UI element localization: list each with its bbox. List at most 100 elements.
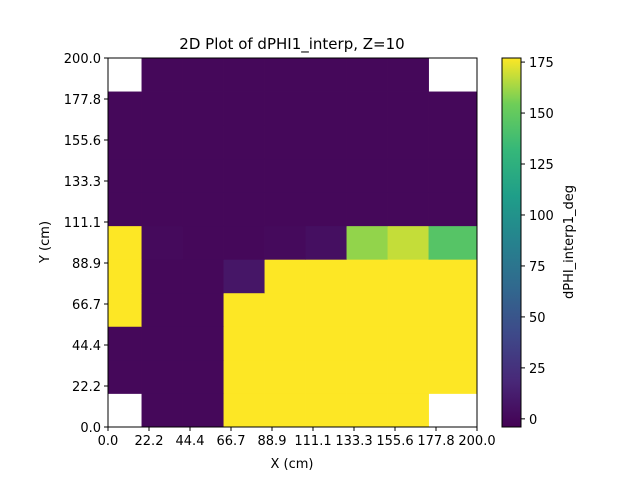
heatmap-cell (108, 292, 142, 327)
heatmap-cell (141, 58, 183, 92)
heatmap-cell (387, 326, 429, 361)
y-axis: 0.0 22.2 44.4 66.7 88.9 111.1 133.3 155.6 177.8 2… (64, 52, 108, 436)
heatmap-cell (346, 58, 388, 92)
heatmap-cell (305, 125, 347, 160)
heatmap-cell (141, 192, 183, 227)
heatmap-cell (141, 393, 183, 428)
heatmap-cell (182, 259, 224, 294)
colorbar-tick-label: 175 (529, 56, 554, 71)
x-tick-label: 66.7 (217, 434, 246, 449)
heatmap-cell (141, 91, 183, 126)
x-tick-label: 200.0 (458, 434, 495, 449)
heatmap-cell (182, 192, 224, 227)
heatmap-cell (264, 393, 306, 428)
x-tick-label: 111.1 (294, 434, 331, 449)
heatmap-cell (387, 192, 429, 227)
heatmap-cell (428, 359, 478, 394)
heatmap-cell (223, 359, 265, 394)
heatmap-cell (428, 158, 478, 193)
heatmap-cell (108, 359, 142, 394)
colorbar (501, 57, 522, 428)
y-tick-label: 133.3 (64, 175, 101, 190)
heatmap-cell (346, 192, 388, 227)
heatmap-cell (387, 58, 429, 92)
heatmap-cell (428, 91, 478, 126)
heatmap-cell (305, 359, 347, 394)
colorbar-tick-label: 75 (529, 260, 546, 275)
y-tick-label: 200.0 (64, 52, 101, 67)
heatmap-cell (387, 259, 429, 294)
heatmap-cell (346, 292, 388, 327)
heatmap-cells (108, 58, 478, 428)
x-tick-label: 155.6 (376, 434, 413, 449)
heatmap-cell (346, 359, 388, 394)
colorbar-axis: 0 25 50 75 100 125 150 175 (521, 56, 554, 428)
y-tick-label: 155.6 (64, 134, 101, 149)
heatmap-cell (387, 158, 429, 193)
x-tick-label: 177.8 (417, 434, 454, 449)
heatmap-cell (223, 125, 265, 160)
heatmap-cell (346, 91, 388, 126)
heatmap-cell (141, 225, 183, 260)
y-axis-title: Y (cm) (38, 221, 53, 264)
x-tick-label: 133.3 (335, 434, 372, 449)
heatmap-cell (141, 359, 183, 394)
heatmap-cell (428, 292, 478, 327)
heatmap-cell (223, 326, 265, 361)
heatmap-cell (305, 292, 347, 327)
chart-title: 2D Plot of dPHI1_interp, Z=10 (179, 35, 404, 54)
x-tick-label: 0.0 (98, 434, 119, 449)
heatmap-cell (108, 326, 142, 361)
heatmap-cell (387, 91, 429, 126)
heatmap-cell (346, 393, 388, 428)
heatmap-cell (428, 326, 478, 361)
heatmap-cell (141, 158, 183, 193)
heatmap-cell (264, 292, 306, 327)
colorbar-tick-label: 0 (529, 413, 537, 428)
heatmap-cell (387, 393, 429, 428)
heatmap-cell (264, 225, 306, 260)
heatmap-cell (223, 91, 265, 126)
heatmap-cell (182, 225, 224, 260)
heatmap-cell (264, 192, 306, 227)
x-tick-label: 44.4 (176, 434, 205, 449)
heatmap-cell (387, 125, 429, 160)
colorbar-title: dPHI_interp1_deg (562, 185, 577, 299)
heatmap-cell (387, 225, 429, 260)
y-tick-label: 0.0 (80, 421, 101, 436)
heatmap-cell (346, 326, 388, 361)
colorbar-tick-label: 125 (529, 158, 554, 173)
plot-frame (107, 57, 478, 428)
heatmap-cell (346, 225, 388, 260)
y-tick-label: 44.4 (72, 339, 101, 354)
heatmap-cell (141, 326, 183, 361)
heatmap-cell (182, 125, 224, 160)
heatmap-cell (264, 326, 306, 361)
heatmap-cell (305, 259, 347, 294)
heatmap-cell (182, 158, 224, 193)
heatmap-cell (223, 259, 265, 294)
heatmap-cell (428, 259, 478, 294)
heatmap-cell (182, 326, 224, 361)
heatmap-cell (305, 225, 347, 260)
heatmap-cell (108, 158, 142, 193)
heatmap-cell (387, 292, 429, 327)
heatmap-cell (428, 225, 478, 260)
heatmap-cell (346, 125, 388, 160)
heatmap-cell (346, 158, 388, 193)
heatmap-cell (264, 125, 306, 160)
heatmap-cell (428, 192, 478, 227)
heatmap-cell (346, 259, 388, 294)
heatmap-cell (108, 225, 142, 260)
colorbar-tick-label: 100 (529, 209, 554, 224)
heatmap-cell (223, 58, 265, 92)
y-tick-label: 177.8 (64, 93, 101, 108)
heatmap-cell (141, 259, 183, 294)
heatmap-cell (387, 359, 429, 394)
y-tick-label: 88.9 (72, 257, 101, 272)
colorbar-tick-label: 25 (529, 362, 546, 377)
heatmap-cell (182, 359, 224, 394)
heatmap-cell (305, 158, 347, 193)
heatmap-cell (305, 192, 347, 227)
